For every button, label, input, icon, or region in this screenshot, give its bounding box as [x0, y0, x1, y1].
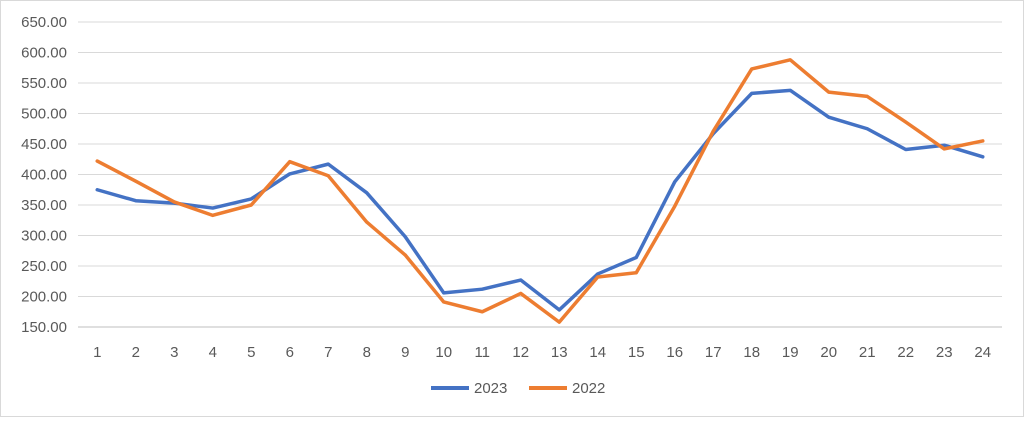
data-point-2022	[827, 90, 831, 94]
y-tick-label: 650.00	[21, 14, 67, 31]
x-tick-label: 14	[589, 344, 606, 361]
data-point-2023	[134, 199, 138, 203]
data-point-2023	[519, 278, 523, 282]
data-point-2022	[557, 320, 561, 324]
data-point-2023	[596, 272, 600, 276]
x-tick-label: 19	[782, 344, 799, 361]
data-point-2023	[95, 188, 99, 192]
x-tick-label: 22	[897, 344, 914, 361]
y-tick-label: 500.00	[21, 106, 67, 123]
x-tick-label: 1	[93, 344, 101, 361]
data-point-2023	[750, 91, 754, 95]
x-tick-label: 21	[859, 344, 876, 361]
y-tick-label: 450.00	[21, 136, 67, 153]
data-point-2022	[904, 120, 908, 124]
y-tick-label: 400.00	[21, 167, 67, 184]
data-point-2022	[673, 204, 677, 208]
y-tick-label: 600.00	[21, 45, 67, 62]
x-tick-label: 7	[324, 344, 332, 361]
data-point-2022	[365, 220, 369, 224]
y-axis-tick-labels: 150.00 200.00 250.00 300.00 350.00 400.00 450.…	[21, 14, 67, 336]
data-point-2023	[249, 197, 253, 201]
data-point-2022	[634, 271, 638, 275]
data-point-2023	[942, 143, 946, 147]
x-tick-label: 9	[401, 344, 409, 361]
x-tick-label: 17	[705, 344, 722, 361]
y-tick-label: 200.00	[21, 289, 67, 306]
x-tick-label: 11	[474, 344, 490, 361]
data-point-2023	[634, 255, 638, 259]
data-point-2023	[365, 191, 369, 195]
series-lines	[95, 58, 985, 324]
data-point-2022	[750, 67, 754, 71]
data-point-2023	[557, 308, 561, 312]
y-tick-label: 550.00	[21, 75, 67, 92]
data-point-2023	[403, 235, 407, 239]
legend-label-2022: 2022	[572, 380, 605, 397]
data-point-2022	[865, 94, 869, 98]
x-tick-label: 5	[247, 344, 255, 361]
x-tick-label: 12	[512, 344, 529, 361]
data-point-2022	[95, 159, 99, 163]
data-point-2023	[788, 88, 792, 92]
data-point-2023	[288, 172, 292, 176]
y-tick-label: 150.00	[21, 319, 67, 336]
x-tick-label: 8	[363, 344, 371, 361]
x-tick-label: 23	[936, 344, 953, 361]
data-point-2023	[981, 155, 985, 159]
gridlines	[78, 21, 1002, 328]
data-point-2022	[788, 58, 792, 62]
data-point-2023	[673, 180, 677, 184]
x-axis: 1 2 3 4 5 6 7 8 9 10 11 12 13 14 15 16 17 18 19 20 21 22 23 24	[93, 344, 991, 361]
data-point-2022	[134, 179, 138, 183]
x-tick-label: 15	[628, 344, 645, 361]
data-point-2022	[596, 275, 600, 279]
y-tick-label: 300.00	[21, 228, 67, 245]
data-point-2022	[288, 160, 292, 164]
x-tick-label: 13	[551, 344, 568, 361]
x-tick-label: 16	[666, 344, 683, 361]
legend: 2023 2022	[431, 380, 605, 397]
x-tick-label: 3	[170, 344, 178, 361]
data-point-2022	[942, 147, 946, 151]
data-point-2023	[904, 147, 908, 151]
x-tick-label: 24	[974, 344, 991, 361]
series-line-2022	[95, 58, 985, 324]
data-point-2023	[326, 162, 330, 166]
data-point-2022	[172, 200, 176, 204]
data-point-2022	[326, 174, 330, 178]
x-tick-label: 4	[209, 344, 217, 361]
legend-label-2023: 2023	[474, 380, 507, 397]
x-tick-label: 2	[132, 344, 140, 361]
series-line-2023	[95, 88, 985, 312]
data-point-2023	[211, 206, 215, 210]
data-point-2022	[211, 213, 215, 217]
data-point-2023	[865, 127, 869, 131]
x-tick-label: 6	[286, 344, 294, 361]
data-point-2022	[480, 310, 484, 314]
data-point-2023	[827, 115, 831, 119]
data-point-2022	[519, 291, 523, 295]
y-tick-label: 250.00	[21, 258, 67, 275]
x-tick-label: 10	[435, 344, 452, 361]
data-point-2022	[403, 253, 407, 257]
data-point-2022	[442, 300, 446, 304]
data-point-2023	[480, 287, 484, 291]
x-tick-label: 20	[820, 344, 837, 361]
x-tick-label: 18	[743, 344, 760, 361]
y-tick-label: 350.00	[21, 197, 67, 214]
data-point-2022	[711, 129, 715, 133]
data-point-2022	[981, 139, 985, 143]
data-point-2022	[249, 203, 253, 207]
data-point-2023	[442, 291, 446, 295]
